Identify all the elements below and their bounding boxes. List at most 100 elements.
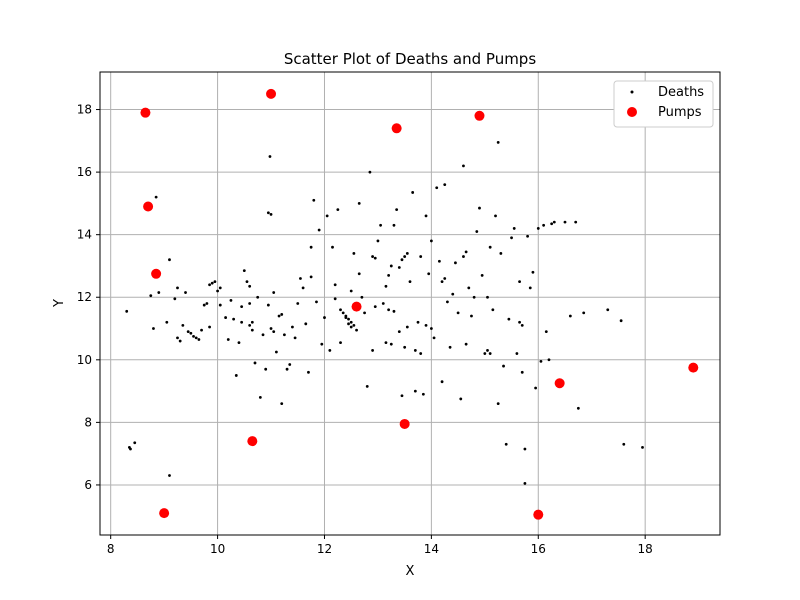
death-point	[173, 297, 177, 301]
death-point	[315, 300, 318, 304]
death-point	[229, 298, 233, 302]
death-point	[405, 325, 409, 329]
y-tick-label: 10	[77, 353, 92, 367]
death-point	[194, 336, 198, 340]
death-point	[352, 323, 356, 327]
death-point	[312, 198, 316, 202]
death-point	[619, 319, 623, 323]
death-point	[416, 320, 420, 324]
death-point	[250, 320, 254, 324]
death-point	[218, 303, 222, 307]
death-point	[395, 208, 399, 212]
death-point	[512, 227, 516, 230]
death-point	[328, 349, 332, 352]
death-point	[523, 481, 527, 485]
death-point	[208, 325, 211, 329]
death-point	[539, 359, 543, 363]
death-point	[499, 252, 503, 255]
death-point	[309, 275, 313, 279]
death-point	[333, 283, 337, 287]
death-point	[186, 330, 190, 334]
death-point	[413, 389, 417, 393]
death-point	[510, 236, 513, 240]
death-point	[333, 297, 337, 301]
death-point	[446, 300, 449, 304]
death-point	[202, 303, 206, 307]
death-point	[462, 255, 465, 258]
y-tick-label: 6	[84, 478, 92, 492]
death-point	[472, 295, 476, 299]
pump-point	[151, 268, 162, 279]
death-point	[550, 222, 554, 226]
death-point	[574, 220, 578, 224]
death-point	[467, 286, 471, 290]
death-point	[419, 255, 423, 258]
death-point	[344, 314, 348, 318]
chart-title: Scatter Plot of Deaths and Pumps	[284, 50, 537, 68]
death-point	[606, 308, 610, 312]
death-point	[400, 258, 404, 262]
death-point	[299, 277, 302, 280]
death-point	[181, 323, 185, 327]
death-point	[507, 317, 511, 321]
death-point	[531, 270, 535, 274]
death-point	[277, 314, 281, 318]
death-point	[224, 316, 228, 319]
death-point	[125, 309, 129, 313]
death-point	[389, 342, 393, 346]
death-point	[520, 323, 524, 327]
death-point	[269, 327, 273, 330]
death-point	[475, 230, 479, 233]
death-point	[248, 284, 252, 288]
death-point	[149, 294, 153, 298]
death-point	[218, 286, 222, 290]
death-point	[397, 266, 401, 269]
death-point	[494, 214, 497, 218]
death-point	[189, 331, 193, 335]
pump-point	[554, 378, 565, 389]
death-point	[347, 322, 350, 326]
y-axis-ticks: 6 8 10 12 14 16 18	[77, 103, 100, 492]
death-point	[152, 327, 155, 330]
y-tick-label: 16	[77, 165, 92, 179]
death-point	[568, 314, 572, 318]
death-point	[486, 295, 489, 299]
grid-lines	[100, 72, 720, 535]
death-point	[154, 195, 158, 199]
death-point	[534, 386, 538, 390]
death-point	[245, 280, 249, 284]
death-point	[168, 258, 171, 262]
legend-deaths-marker	[630, 90, 634, 94]
death-point	[462, 164, 465, 168]
death-point	[304, 322, 308, 326]
death-point	[437, 259, 441, 263]
death-point	[317, 228, 321, 232]
death-point	[234, 374, 238, 377]
death-point	[387, 308, 391, 312]
death-point	[536, 227, 540, 230]
death-point	[355, 328, 358, 332]
death-point	[178, 339, 182, 343]
death-point	[384, 284, 388, 288]
death-point	[376, 239, 380, 243]
death-point	[339, 341, 342, 345]
death-point	[403, 345, 407, 349]
death-point	[488, 352, 492, 355]
death-point	[381, 302, 385, 305]
death-point	[552, 220, 556, 224]
death-point	[323, 316, 326, 319]
death-point	[296, 302, 300, 305]
death-point	[443, 277, 447, 280]
death-point	[405, 252, 409, 255]
death-point	[168, 474, 171, 477]
death-point	[192, 334, 195, 338]
death-point	[528, 286, 532, 290]
death-point	[232, 317, 236, 321]
pumps-series	[140, 88, 699, 520]
death-point	[176, 286, 179, 290]
death-point	[427, 272, 431, 276]
death-point	[547, 358, 551, 362]
death-point	[432, 336, 436, 340]
legend-pumps-label: Pumps	[658, 105, 702, 120]
death-point	[515, 352, 519, 355]
